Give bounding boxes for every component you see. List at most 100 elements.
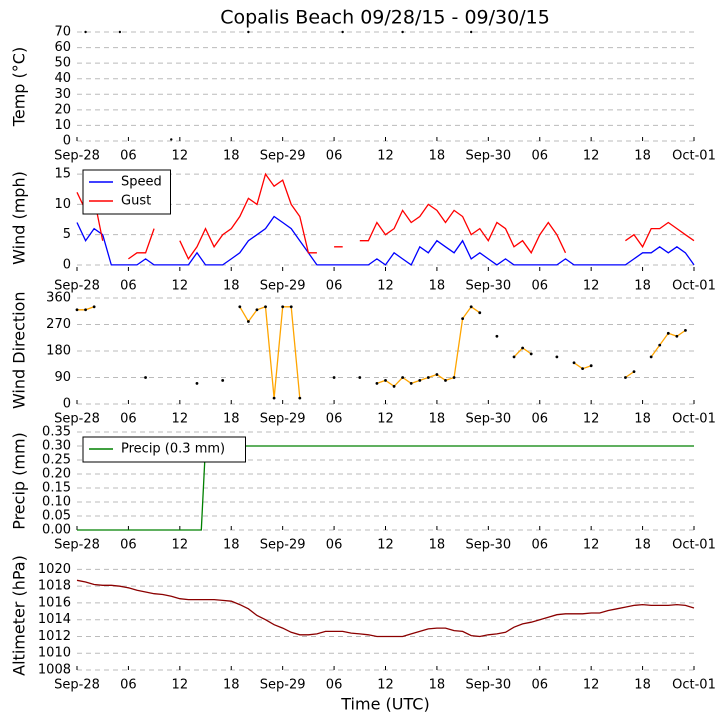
marker: [298, 396, 302, 400]
x-tick-label: Sep-29: [260, 412, 306, 427]
y-tick-label: 0: [63, 134, 71, 149]
point: [84, 30, 87, 34]
x-tick-label: Sep-30: [465, 538, 511, 553]
y-tick-label: 0.35: [42, 425, 71, 440]
marker: [281, 305, 285, 309]
y-tick-label: 15: [54, 167, 71, 182]
marker: [572, 361, 576, 365]
marker: [435, 373, 439, 376]
marker: [144, 376, 147, 379]
y-tick-label: 5: [63, 227, 71, 242]
y-tick-label: 70: [54, 25, 71, 40]
x-tick-label: Oct-01: [672, 538, 716, 553]
x-tick-label: 06: [531, 279, 548, 294]
x-tick-label: Oct-01: [672, 412, 716, 427]
marker: [461, 317, 465, 320]
y-axis-label: Temp (°C): [10, 47, 29, 127]
x-tick-label: 18: [429, 538, 446, 553]
x-tick-label: 06: [120, 538, 137, 553]
marker: [658, 343, 662, 347]
marker: [289, 305, 293, 309]
series-line: [76, 215, 695, 266]
marker: [84, 308, 87, 312]
x-tick-label: 18: [223, 678, 240, 693]
marker: [529, 352, 533, 356]
marker: [392, 384, 396, 388]
marker: [401, 376, 405, 379]
marker: [675, 334, 679, 338]
y-tick-label: 0: [63, 257, 71, 272]
x-tick-label: 06: [326, 279, 343, 294]
marker: [512, 355, 516, 359]
y-tick-label: 0.05: [42, 509, 71, 524]
x-tick-label: 18: [223, 538, 240, 553]
marker: [684, 328, 687, 332]
marker: [426, 376, 430, 379]
legend-label: Gust: [121, 194, 151, 209]
x-tick-label: 12: [583, 412, 600, 427]
x-tick-label: Sep-28: [54, 538, 100, 553]
x-tick-label: 12: [377, 538, 394, 553]
marker: [375, 381, 379, 385]
y-tick-label: 40: [54, 71, 71, 86]
y-tick-label: 0.10: [42, 495, 71, 510]
y-tick-label: 1020: [38, 562, 71, 577]
x-tick-label: Sep-29: [260, 678, 306, 693]
y-tick-label: 10: [54, 118, 71, 133]
marker: [75, 308, 79, 312]
x-tick-label: Sep-28: [54, 279, 100, 294]
x-tick-label: 12: [172, 412, 189, 427]
marker: [478, 311, 482, 315]
x-tick-label: Sep-30: [465, 412, 511, 427]
marker: [92, 305, 96, 309]
x-tick-label: 12: [172, 678, 189, 693]
x-tick-label: 06: [120, 149, 137, 164]
x-tick-label: 06: [326, 149, 343, 164]
marker: [589, 364, 593, 368]
y-tick-label: 1012: [38, 629, 71, 644]
x-tick-label: 12: [377, 149, 394, 164]
marker: [418, 379, 422, 382]
x-tick-label: 18: [223, 412, 240, 427]
x-tick-label: 06: [326, 538, 343, 553]
y-tick-label: 0.00: [42, 523, 71, 538]
y-tick-label: 270: [46, 317, 71, 332]
data-line: [77, 305, 686, 399]
x-tick-label: 06: [531, 678, 548, 693]
y-tick-label: 0.30: [42, 439, 71, 454]
x-tick-label: Sep-29: [260, 538, 306, 553]
y-tick-label: 0.25: [42, 453, 71, 468]
marker: [409, 381, 413, 385]
marker: [195, 381, 199, 385]
x-tick-label: 18: [223, 149, 240, 164]
x-tick-label: Sep-29: [260, 149, 306, 164]
y-tick-label: 0.20: [42, 467, 71, 482]
marker: [332, 376, 336, 379]
point: [469, 30, 473, 34]
x-tick-label: 06: [326, 412, 343, 427]
x-tick-label: 06: [531, 412, 548, 427]
y-tick-label: 0: [63, 397, 71, 412]
x-tick-label: Sep-30: [465, 149, 511, 164]
y-tick-label: 1014: [38, 612, 71, 627]
x-tick-label: Sep-28: [54, 149, 100, 164]
x-tick-label: 12: [583, 279, 600, 294]
x-tick-label: 12: [583, 538, 600, 553]
y-axis-label: Altimeter (hPa): [10, 555, 29, 676]
y-tick-label: 1008: [38, 663, 71, 678]
chart-title: Copalis Beach 09/28/15 - 09/30/15: [220, 7, 550, 29]
marker: [384, 379, 387, 382]
marker: [581, 367, 584, 371]
marker: [272, 396, 276, 400]
y-tick-label: 60: [54, 40, 71, 55]
marker: [221, 379, 225, 382]
legend-box: [82, 169, 171, 215]
x-tick-label: Sep-30: [465, 678, 511, 693]
marker: [358, 376, 362, 379]
x-tick-label: Oct-01: [672, 149, 716, 164]
y-tick-label: 180: [46, 343, 71, 358]
point: [341, 30, 344, 34]
x-tick-label: 12: [377, 412, 394, 427]
marker: [555, 355, 559, 359]
